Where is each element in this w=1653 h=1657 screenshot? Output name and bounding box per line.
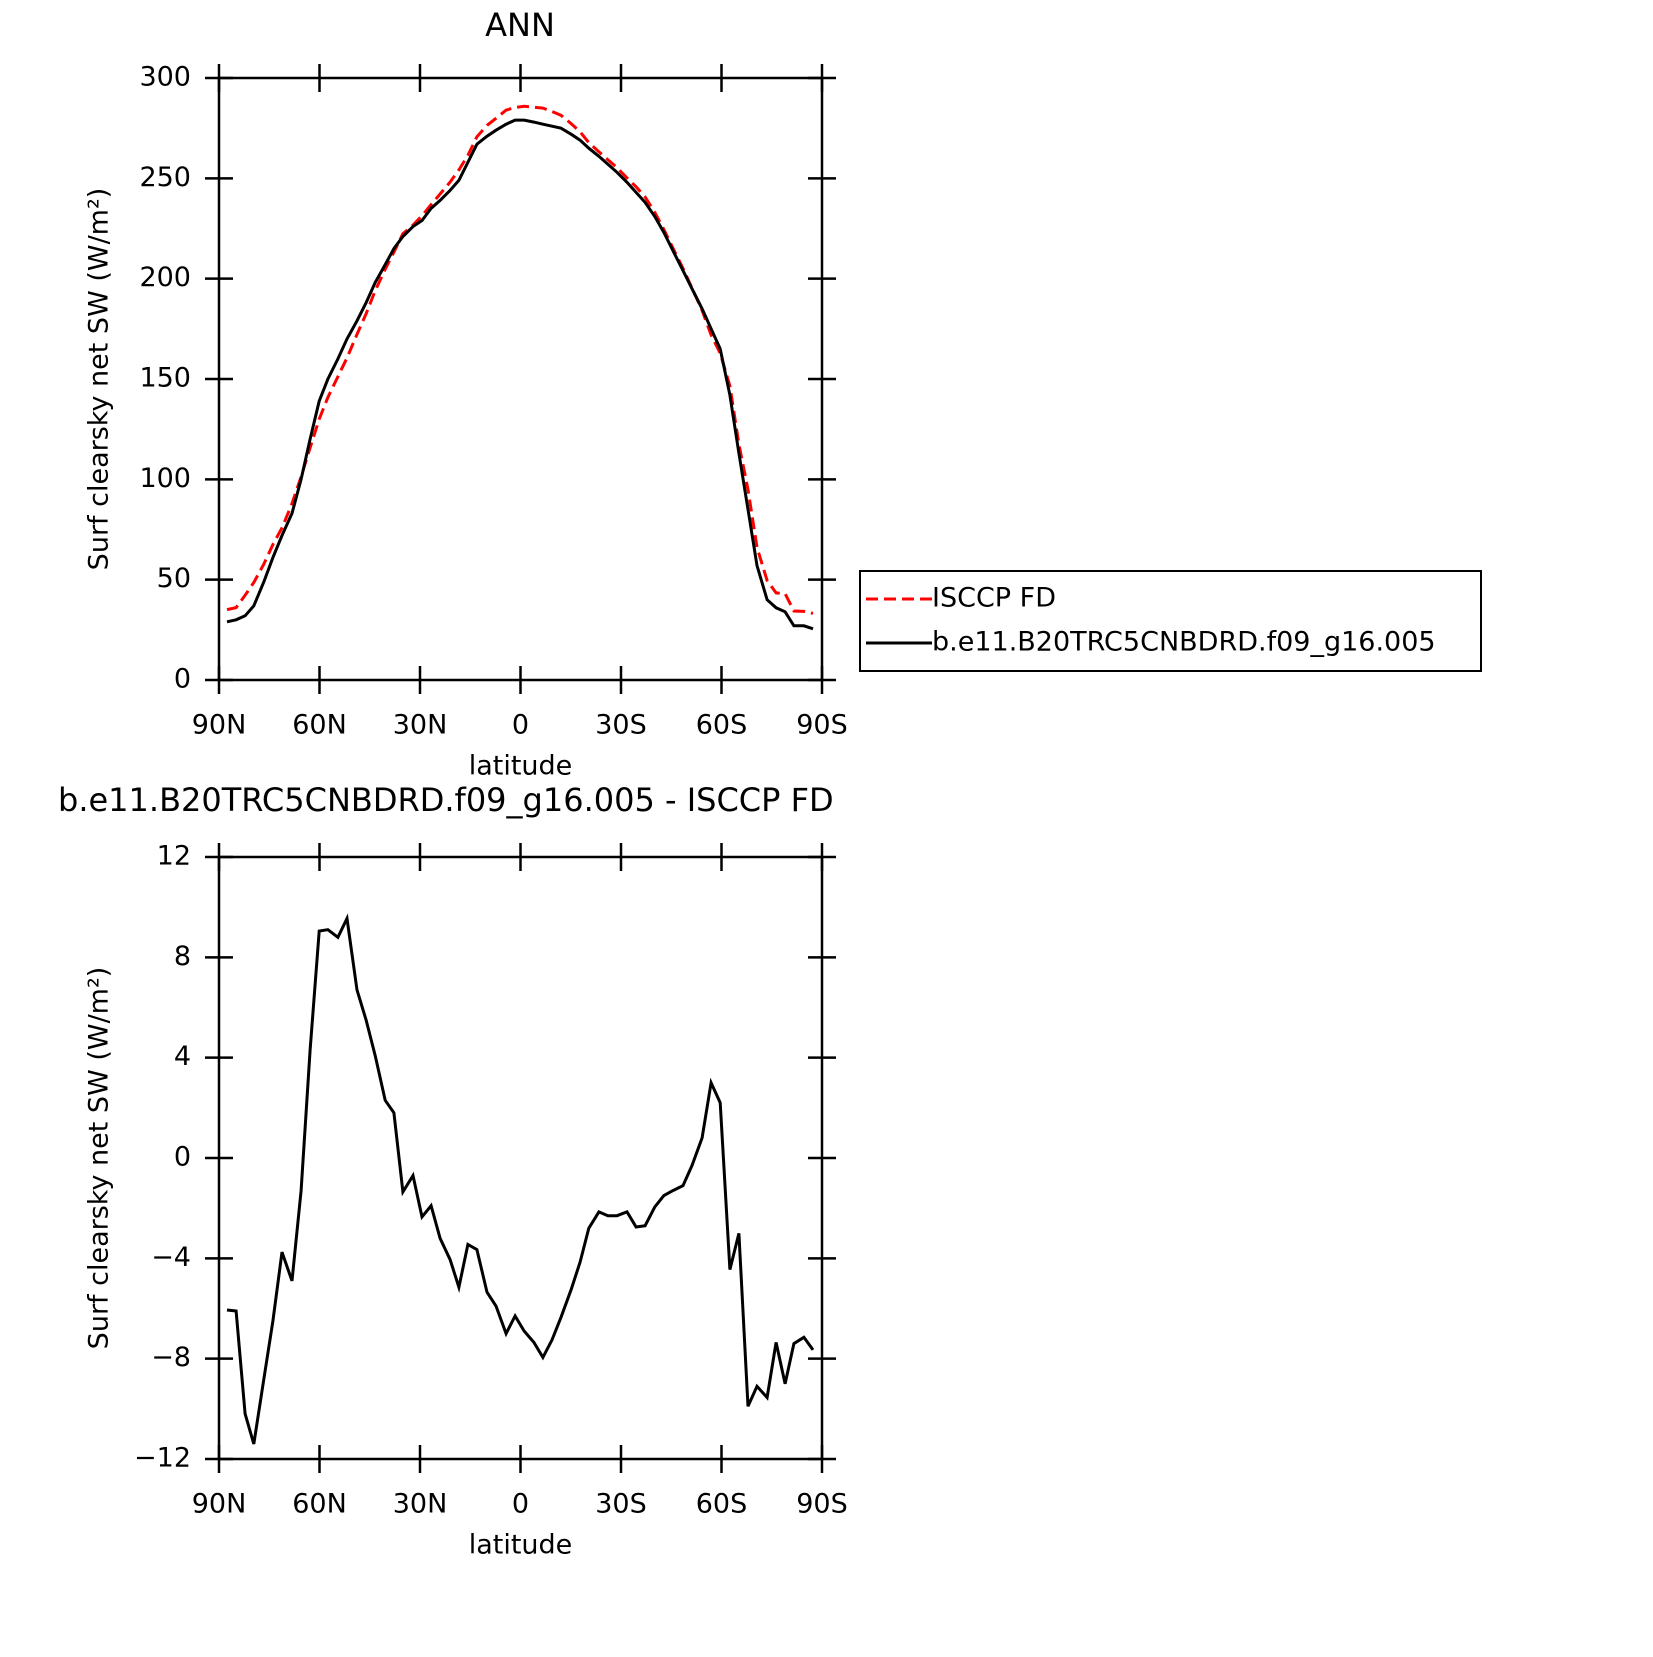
x-tick-label: 30S (595, 1489, 647, 1520)
data-line (226, 104, 814, 615)
plot-frame (217, 76, 824, 682)
y-tick-label: 4 (174, 1041, 191, 1072)
y-tick-label: 200 (139, 262, 191, 293)
y-tick-label: 50 (157, 563, 191, 594)
legend-label: ISCCP FD (932, 583, 1056, 614)
y-axis-label: Surf clearsky net SW (W/m²) (84, 188, 115, 571)
plot-frame (217, 855, 824, 1461)
chart-title: ANN (485, 6, 555, 44)
data-line (226, 118, 814, 631)
legend-box (859, 570, 1482, 672)
x-tick-label: 30S (595, 710, 647, 741)
x-tick-label: 90N (192, 710, 247, 741)
y-tick-label: 8 (174, 941, 191, 972)
data-line (226, 913, 815, 1445)
y-tick-label: −8 (151, 1342, 191, 1373)
y-tick-label: −12 (134, 1443, 191, 1474)
x-tick-label: 30N (393, 1489, 448, 1520)
x-tick-label: 60S (696, 710, 748, 741)
y-tick-label: 100 (139, 463, 191, 494)
y-tick-label: 0 (174, 664, 191, 695)
x-tick-label: 30N (393, 710, 448, 741)
x-tick-label: 60S (696, 1489, 748, 1520)
chart-title: b.e11.B20TRC5CNBDRD.f09_g16.005 - ISCCP … (58, 781, 834, 819)
y-tick-label: 250 (139, 162, 191, 193)
y-tick-label: 0 (174, 1142, 191, 1173)
x-tick-label: 60N (292, 710, 347, 741)
y-tick-label: −4 (151, 1242, 191, 1273)
legend-label: b.e11.B20TRC5CNBDRD.f09_g16.005 (932, 627, 1436, 658)
x-tick-label: 0 (512, 710, 529, 741)
y-axis-label: Surf clearsky net SW (W/m²) (84, 967, 115, 1350)
y-tick-label: 150 (139, 363, 191, 394)
x-tick-label: 60N (292, 1489, 347, 1520)
x-tick-label: 90S (796, 1489, 848, 1520)
x-axis-label: latitude (469, 751, 573, 782)
x-tick-label: 90S (796, 710, 848, 741)
x-axis-label: latitude (469, 1530, 573, 1561)
y-tick-label: 12 (157, 841, 191, 872)
x-tick-label: 0 (512, 1489, 529, 1520)
y-tick-label: 300 (139, 62, 191, 93)
x-tick-label: 90N (192, 1489, 247, 1520)
